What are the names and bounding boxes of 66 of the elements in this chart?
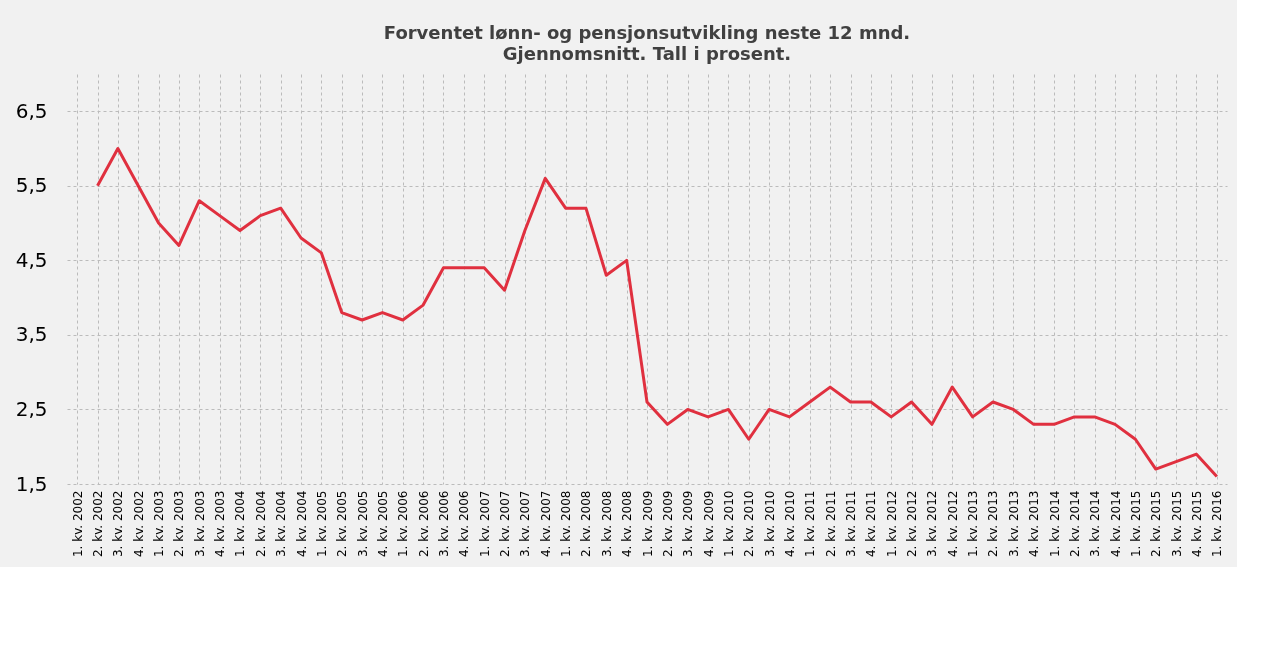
x-tick-label: 3. kv. 2008	[599, 490, 614, 558]
x-tick-label: 1. kv. 2002	[70, 490, 85, 558]
x-tick-label: 3. kv. 2014	[1088, 490, 1103, 558]
x-tick-label: 2. kv. 2007	[498, 490, 513, 558]
x-tick-label: 1. kv. 2003	[152, 490, 167, 558]
x-tick-label: 4. kv. 2004	[294, 490, 309, 558]
x-tick-label: 4. kv. 2006	[457, 490, 472, 558]
x-tick-label: 1. kv. 2013	[966, 490, 981, 558]
x-tick-label: 4. kv. 2015	[1189, 490, 1204, 558]
x-tick-label: 3. kv. 2004	[274, 490, 289, 558]
x-tick-label: 2. kv. 2012	[905, 490, 920, 558]
x-tick-label: 2. kv. 2015	[1149, 490, 1164, 558]
x-tick-label: 2. kv. 2010	[742, 490, 757, 558]
x-tick-label: 4. kv. 2010	[782, 490, 797, 558]
x-tick-label: 3. kv. 2012	[925, 490, 940, 558]
x-tick-label: 2. kv. 2014	[1067, 490, 1082, 558]
y-tick-label: 6,5	[15, 98, 48, 123]
x-tick-label: 2. kv. 2003	[172, 490, 187, 558]
x-tick-label: 4. kv. 2008	[620, 490, 635, 558]
x-tick-label: 2. kv. 2002	[91, 490, 106, 558]
x-tick-label: 1. kv. 2008	[559, 490, 574, 558]
x-tick-label: 3. kv. 2003	[192, 490, 207, 558]
x-tick-label: 2. kv. 2004	[253, 490, 268, 558]
x-tick-label: 2. kv. 2011	[823, 490, 838, 558]
x-tick-label: 3. kv. 2005	[355, 490, 370, 558]
x-tick-label: 2. kv. 2009	[660, 490, 675, 558]
line-series	[96, 147, 1219, 479]
x-tick-label: 4. kv. 2007	[538, 490, 553, 558]
x-tick-label: 1. kv. 2009	[640, 490, 655, 558]
x-tick-label: 3. kv. 2010	[762, 490, 777, 558]
x-tick-label: 3. kv. 2009	[681, 490, 696, 558]
x-tick-label: 2. kv. 2008	[579, 490, 594, 558]
y-tick-label: 2,5	[15, 396, 48, 421]
x-tick-label: 2. kv. 2005	[335, 490, 350, 558]
x-tick-label: 1. kv. 2005	[314, 490, 329, 558]
x-tick-label: 3. kv. 2015	[1169, 490, 1184, 558]
x-tick-label: 3. kv. 2007	[518, 490, 533, 558]
chart-subtitle: Gjennomsnitt. Tall i prosent.	[502, 43, 792, 64]
x-tick-label: 2. kv. 2013	[986, 490, 1001, 558]
x-tick-label: 3. kv. 2006	[436, 490, 451, 558]
y-tick-label: 4,5	[15, 247, 48, 272]
x-tick-label: 3. kv. 2013	[1006, 490, 1021, 558]
x-tick-label: 1. kv. 2012	[884, 490, 899, 558]
y-tick-label: 1,5	[15, 471, 48, 496]
x-tick-label: 1. kv. 2016	[1210, 490, 1225, 558]
x-tick-label: 3. kv. 2002	[111, 490, 126, 558]
x-tick-label: 4. kv. 2002	[131, 490, 146, 558]
x-tick-label: 1. kv. 2015	[1128, 490, 1143, 558]
y-tick-label: 3,5	[15, 322, 48, 347]
x-tick-label: 4. kv. 2005	[375, 490, 390, 558]
chart-title: Forventet lønn- og pensjonsutvikling neste 12 mnd.	[383, 22, 911, 43]
x-tick-label: 4. kv. 2003	[213, 490, 228, 558]
y-tick-label: 5,5	[15, 173, 48, 198]
x-tick-label: 4. kv. 2012	[945, 490, 960, 558]
x-tick-label: 4. kv. 2014	[1108, 490, 1123, 558]
x-tick-label: 4. kv. 2011	[864, 490, 879, 558]
x-tick-label: 1. kv. 2006	[396, 490, 411, 558]
x-tick-label: 4. kv. 2013	[1027, 490, 1042, 558]
x-tick-label: 1. kv. 2010	[721, 490, 736, 558]
x-tick-label: 2. kv. 2006	[416, 490, 431, 558]
x-tick-label: 1. kv. 2004	[233, 490, 248, 558]
x-tick-label: 1. kv. 2014	[1047, 490, 1062, 558]
x-tick-label: 1. kv. 2007	[477, 490, 492, 558]
x-tick-label: 1. kv. 2011	[803, 490, 818, 558]
x-tick-label: 4. kv. 2009	[701, 490, 716, 558]
x-tick-label: 3. kv. 2011	[844, 490, 859, 558]
